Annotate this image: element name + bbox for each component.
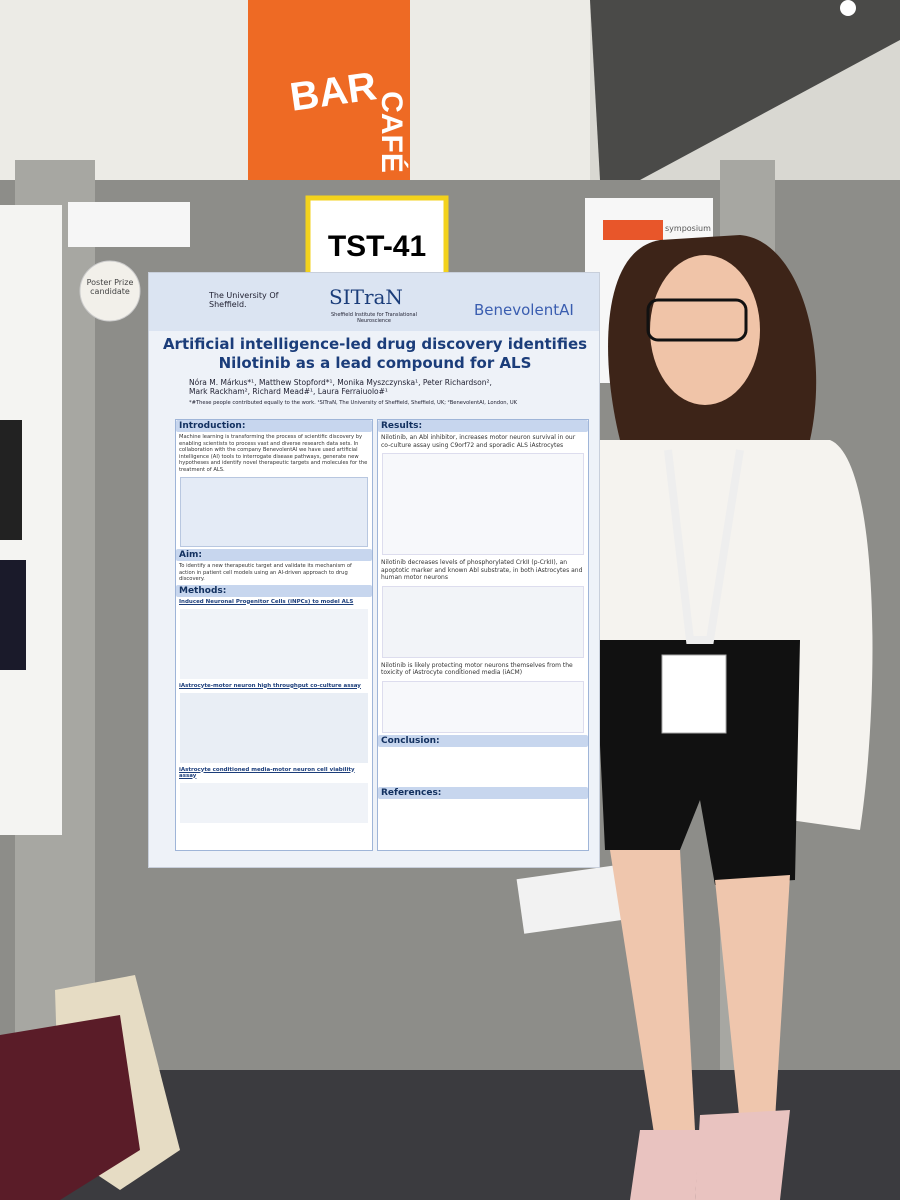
method-figure [180, 692, 368, 763]
right-column: Results: Nilotinib, an Abl inhibitor, in… [377, 419, 589, 851]
lanyard-badge [661, 654, 727, 734]
method-subheading: Induced Neuronal Progenitor Cells (iNPCs… [179, 598, 354, 605]
board-number: TST-41 [327, 230, 427, 263]
neighbour-image [0, 560, 26, 670]
section-text: Machine learning is transforming the pro… [179, 434, 368, 473]
conclusion-text [378, 747, 588, 787]
poster: The University Of Sheffield. SITraN Shef… [148, 272, 600, 868]
method-subheading: iAstrocyte conditioned media-motor neuro… [179, 766, 355, 779]
results-figure [382, 680, 584, 733]
face [650, 255, 760, 405]
poster-title: Artificial intelligence-led drug discove… [162, 335, 588, 372]
light [840, 0, 856, 16]
number-card [305, 195, 449, 279]
shoe [630, 1130, 700, 1200]
handbag [0, 1015, 140, 1200]
institute-logo: SITraN [329, 285, 403, 309]
prize-badge-text: Poster Prize candidate [86, 278, 134, 296]
leg [715, 875, 790, 1125]
section-heading: Aim: [176, 549, 372, 561]
neighbour-image [0, 420, 22, 540]
method-figure [180, 608, 368, 679]
pipeline-figure [180, 477, 368, 547]
section-heading: Results: [378, 420, 588, 432]
shoe [695, 1110, 790, 1200]
section-heading: References: [378, 786, 588, 799]
institute-full: Sheffield Institute for Translational Ne… [331, 312, 417, 324]
prize-badge [79, 260, 141, 322]
ceiling-beam [590, 0, 900, 180]
glasses [646, 298, 748, 342]
side-logo [603, 220, 663, 240]
method-figure [180, 782, 368, 823]
finding: Nilotinib is likely protecting motor neu… [381, 661, 573, 677]
name-card [516, 865, 626, 934]
leg [610, 850, 695, 1140]
results-figure [382, 453, 584, 555]
affiliations: *#These people contributed equally to th… [189, 400, 518, 406]
lanyard [664, 449, 744, 644]
section-heading: Introduction: [176, 420, 372, 432]
results-figure [382, 585, 584, 658]
section-heading: Methods: [176, 584, 372, 597]
section-text: To identify a new therapeutic target and… [179, 563, 352, 582]
left-column: Introduction: Machine learning is transf… [175, 419, 373, 851]
label-card [68, 202, 190, 247]
cafe-sign-text: CAFÉ [374, 91, 408, 173]
company-logo: BenevolentAI [474, 301, 574, 319]
cafe-sign [248, 0, 410, 185]
shorts [595, 640, 800, 885]
authors: Nóra M. Márkus*¹, Matthew Stopford*¹, Mo… [189, 378, 492, 396]
finding: Nilotinib, an Abl inhibitor, increases m… [381, 434, 576, 449]
poster-header [149, 273, 599, 331]
method-subheading: iAstrocyte-motor neuron high throughput … [179, 682, 361, 689]
university-logo: The University Of Sheffield. [209, 291, 279, 310]
section-heading: Conclusion: [378, 734, 588, 747]
side-sign-text: symposium [665, 224, 711, 233]
finding: Nilotinib decreases levels of phosphoryl… [381, 559, 583, 581]
